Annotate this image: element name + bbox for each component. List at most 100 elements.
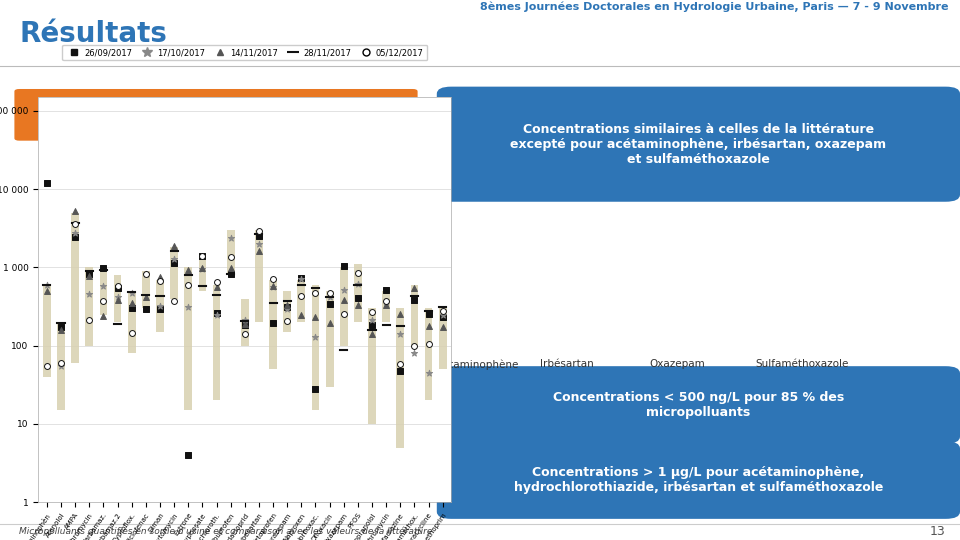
Point (109, 296, 125, 305)
Point (294, 275, 309, 284)
Point (407, 349, 422, 357)
Point (138, 270, 154, 279)
Point (322, 289, 337, 298)
Point (223, 253, 238, 261)
Text: Sortie filière de traitement: Sortie filière de traitement (110, 108, 322, 122)
Point (322, 300, 337, 308)
Point (365, 321, 380, 329)
Point (420, 310, 436, 319)
Point (180, 266, 196, 274)
Point (336, 261, 351, 270)
Text: Oxazepam: Oxazepam (649, 359, 705, 369)
Point (96, 312, 111, 320)
Point (209, 278, 225, 287)
Point (237, 330, 252, 339)
Point (109, 292, 125, 301)
Point (294, 274, 309, 282)
Point (195, 252, 210, 260)
Point (109, 284, 125, 292)
Bar (382, 291, 390, 322)
Point (407, 296, 422, 305)
Bar (58, 322, 65, 410)
Point (54, 322, 69, 331)
Point (153, 305, 168, 313)
Point (420, 368, 436, 377)
Point (124, 299, 139, 307)
Point (237, 321, 252, 329)
Text: Résultats: Résultats (19, 19, 167, 48)
Bar (71, 213, 79, 363)
Bar (212, 285, 221, 400)
Point (365, 329, 380, 338)
Point (39, 287, 55, 295)
Point (393, 330, 408, 339)
Text: Concentrations > 1 µg/L pour acétaminophène,
hydrochlorothiazide, irbésartan et : Concentrations > 1 µg/L pour acétaminoph… (514, 466, 883, 494)
Point (96, 296, 111, 305)
Point (209, 311, 225, 320)
Text: Concentrations similaires à celles de la littérature
excepté pour acétaminophène: Concentrations similaires à celles de la… (511, 123, 886, 166)
Point (393, 309, 408, 318)
Point (350, 300, 366, 309)
Bar (170, 247, 178, 299)
Point (195, 264, 210, 272)
Bar (269, 280, 277, 369)
Point (308, 313, 324, 321)
Bar (340, 267, 348, 346)
Point (67, 229, 83, 238)
Legend: 26/09/2017, 17/10/2017, 14/11/2017, 28/11/2017, 05/12/2017: 26/09/2017, 17/10/2017, 14/11/2017, 28/1… (62, 45, 427, 60)
Text: 8èmes Journées Doctorales en Hydrologie Urbaine, Paris — 7 - 9 Novembre: 8èmes Journées Doctorales en Hydrologie … (480, 2, 948, 12)
Point (153, 273, 168, 282)
FancyBboxPatch shape (437, 441, 960, 519)
Point (308, 288, 324, 297)
Point (67, 207, 83, 215)
Point (252, 247, 267, 255)
FancyBboxPatch shape (437, 366, 960, 444)
Point (252, 240, 267, 248)
Point (166, 241, 181, 250)
Point (365, 308, 380, 316)
Point (138, 293, 154, 301)
Bar (184, 267, 192, 410)
Point (166, 255, 181, 264)
Point (82, 289, 97, 298)
Point (378, 296, 394, 305)
Bar (199, 254, 206, 291)
Point (195, 252, 210, 260)
Bar (396, 308, 404, 448)
Bar (85, 267, 93, 346)
Point (39, 280, 55, 289)
Point (279, 317, 295, 326)
Point (96, 282, 111, 291)
Bar (283, 291, 291, 332)
Bar (43, 285, 51, 377)
Point (39, 362, 55, 370)
Point (180, 281, 196, 289)
Bar (411, 285, 419, 346)
Point (336, 295, 351, 304)
Point (378, 286, 394, 294)
Point (265, 319, 280, 327)
Point (350, 294, 366, 303)
Point (138, 269, 154, 278)
Point (209, 309, 225, 318)
Text: Irbésartan: Irbésartan (540, 359, 593, 369)
Point (279, 302, 295, 311)
Point (209, 283, 225, 292)
Point (124, 303, 139, 312)
Bar (298, 280, 305, 322)
Point (180, 303, 196, 312)
FancyBboxPatch shape (14, 89, 418, 140)
Point (252, 227, 267, 235)
Point (435, 323, 450, 332)
Point (82, 270, 97, 279)
Point (393, 360, 408, 369)
Bar (368, 308, 376, 424)
Bar (113, 275, 122, 322)
Point (237, 316, 252, 325)
FancyBboxPatch shape (437, 86, 960, 202)
Bar (255, 230, 263, 322)
Point (82, 315, 97, 324)
Point (265, 281, 280, 290)
Point (435, 307, 450, 316)
Point (96, 264, 111, 273)
